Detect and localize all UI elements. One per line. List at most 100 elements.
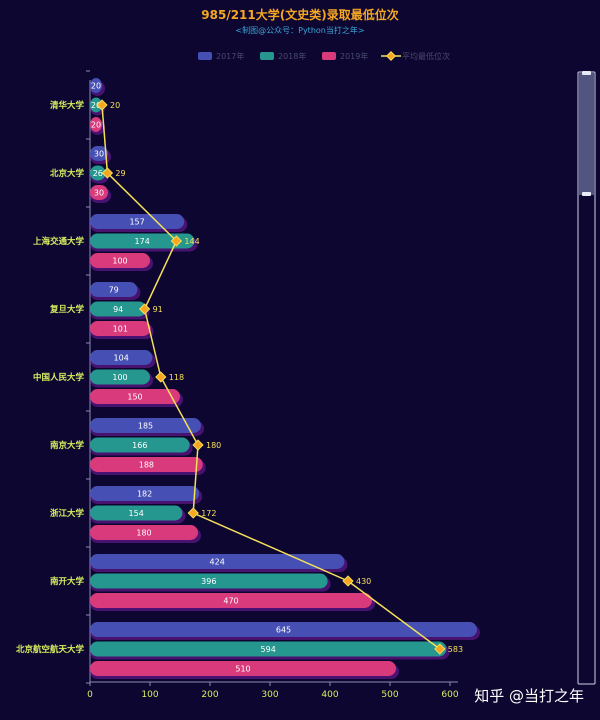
line-point[interactable]	[192, 439, 204, 451]
category-axis: 北京航空航天大学 南开大学 浙江大学 南京大学 中国人民大学 复旦大学 上海交通大学 北京大学…	[16, 100, 85, 655]
x-axis: 0 100 200 300 400 500 600	[86, 70, 459, 700]
bar-value-label: 470	[223, 597, 238, 606]
x-tick-label: 200	[201, 690, 218, 700]
bar[interactable]	[90, 350, 153, 365]
x-tick-label: 600	[441, 690, 458, 700]
legend-swatch	[198, 52, 212, 60]
bar[interactable]	[90, 301, 147, 317]
category-label: 南京大学	[50, 440, 85, 451]
bar[interactable]	[90, 78, 102, 93]
bar[interactable]	[90, 622, 477, 637]
legend-item[interactable]: 2017年	[198, 51, 244, 61]
legend-item[interactable]: 平均最低位次	[381, 51, 450, 61]
x-tick-label: 0	[87, 690, 93, 700]
line-series-group: 583 430 172 180 118 91 144 29 20	[96, 99, 463, 655]
bar[interactable]	[90, 525, 198, 540]
bar-value-label: 79	[109, 286, 119, 295]
category-label: 上海交通大学	[33, 236, 85, 247]
bar[interactable]	[90, 486, 200, 501]
line-point[interactable]	[101, 167, 114, 179]
bar-value-label: 510	[235, 665, 250, 674]
x-tick-label: 400	[321, 690, 338, 700]
bar-value-label: 104	[114, 354, 129, 363]
bar-value-label: 166	[132, 441, 147, 450]
bar[interactable]	[90, 321, 151, 336]
slider-handle[interactable]	[582, 192, 591, 196]
bar-value-label: 180	[136, 529, 151, 538]
bar[interactable]	[90, 505, 183, 521]
category-label: 复旦大学	[49, 304, 85, 315]
x-tick-label: 300	[261, 690, 278, 700]
bar-value-label: 20	[91, 101, 101, 110]
x-tick-label: 500	[381, 690, 398, 700]
legend-item[interactable]: 2018年	[260, 51, 306, 61]
legend-swatch	[260, 52, 274, 60]
line-value-label: 583	[448, 645, 463, 654]
bar-value-label: 30	[94, 150, 104, 159]
line-value-label: 29	[115, 169, 125, 178]
bar[interactable]	[90, 573, 328, 589]
line-value-label: 91	[153, 305, 163, 314]
bar-value-label: 30	[94, 189, 104, 198]
bar-value-label: 150	[127, 393, 142, 402]
datazoom-slider[interactable]	[577, 71, 596, 685]
legend-label: 平均最低位次	[402, 51, 450, 61]
legend-swatch	[322, 52, 336, 60]
bar-value-label: 154	[129, 509, 144, 518]
slider-handle[interactable]	[582, 71, 591, 75]
x-tick-label: 100	[141, 690, 158, 700]
category-label: 浙江大学	[50, 508, 85, 519]
bar[interactable]	[90, 418, 201, 433]
line-value-label: 172	[201, 509, 216, 518]
line-point[interactable]	[434, 643, 446, 655]
bar[interactable]	[90, 437, 190, 453]
line-point[interactable]	[138, 303, 151, 315]
line-value-label: 144	[184, 237, 199, 246]
bar-value-label: 396	[201, 577, 216, 586]
bar-value-label: 157	[129, 218, 144, 227]
bar[interactable]	[90, 661, 396, 676]
bar-value-label: 94	[113, 305, 123, 314]
bar[interactable]	[90, 97, 102, 113]
line-point[interactable]	[342, 575, 354, 587]
line-point[interactable]	[187, 507, 199, 519]
bar[interactable]	[90, 554, 345, 569]
bar[interactable]	[90, 641, 447, 657]
chart-title: 985/211大学(文史类)录取最低位次	[201, 7, 398, 22]
legend-label: 2019年	[340, 51, 368, 61]
bar-value-label: 594	[261, 645, 276, 654]
legend-item[interactable]: 2019年	[322, 51, 368, 61]
category-label: 中国人民大学	[33, 372, 85, 383]
bar[interactable]	[90, 282, 138, 297]
bar[interactable]	[90, 185, 108, 200]
bar-value-label: 100	[112, 257, 127, 266]
category-label: 北京大学	[50, 168, 85, 179]
bar[interactable]	[90, 389, 180, 404]
bar[interactable]	[90, 233, 195, 249]
bar[interactable]	[90, 253, 150, 268]
bar-value-label: 182	[137, 490, 152, 499]
bar[interactable]	[90, 146, 108, 161]
line-point[interactable]	[170, 235, 183, 247]
legend-label: 2018年	[278, 51, 306, 61]
line-value-label: 20	[110, 101, 120, 110]
line-point[interactable]	[155, 371, 167, 383]
bar[interactable]	[90, 117, 102, 132]
bar[interactable]	[90, 369, 150, 385]
slider-window[interactable]	[579, 73, 594, 195]
bar[interactable]	[90, 457, 203, 472]
line-value-label: 430	[356, 577, 371, 586]
bar[interactable]	[90, 165, 106, 181]
bar[interactable]	[90, 593, 372, 608]
bar-value-label: 101	[113, 325, 128, 334]
legend-label: 2017年	[216, 51, 244, 61]
line-value-label: 118	[169, 373, 184, 382]
watermark-text: 知乎 @当打之年	[474, 687, 584, 705]
chart-legend[interactable]: 2017年 2018年 2019年 平均最低位次	[198, 51, 450, 61]
category-label: 清华大学	[50, 100, 85, 111]
bar-value-label: 174	[135, 237, 150, 246]
chart-subtitle: <制图@公众号：Python当打之年>	[235, 25, 364, 35]
bar-value-label: 188	[139, 461, 154, 470]
line-point[interactable]	[96, 99, 108, 111]
